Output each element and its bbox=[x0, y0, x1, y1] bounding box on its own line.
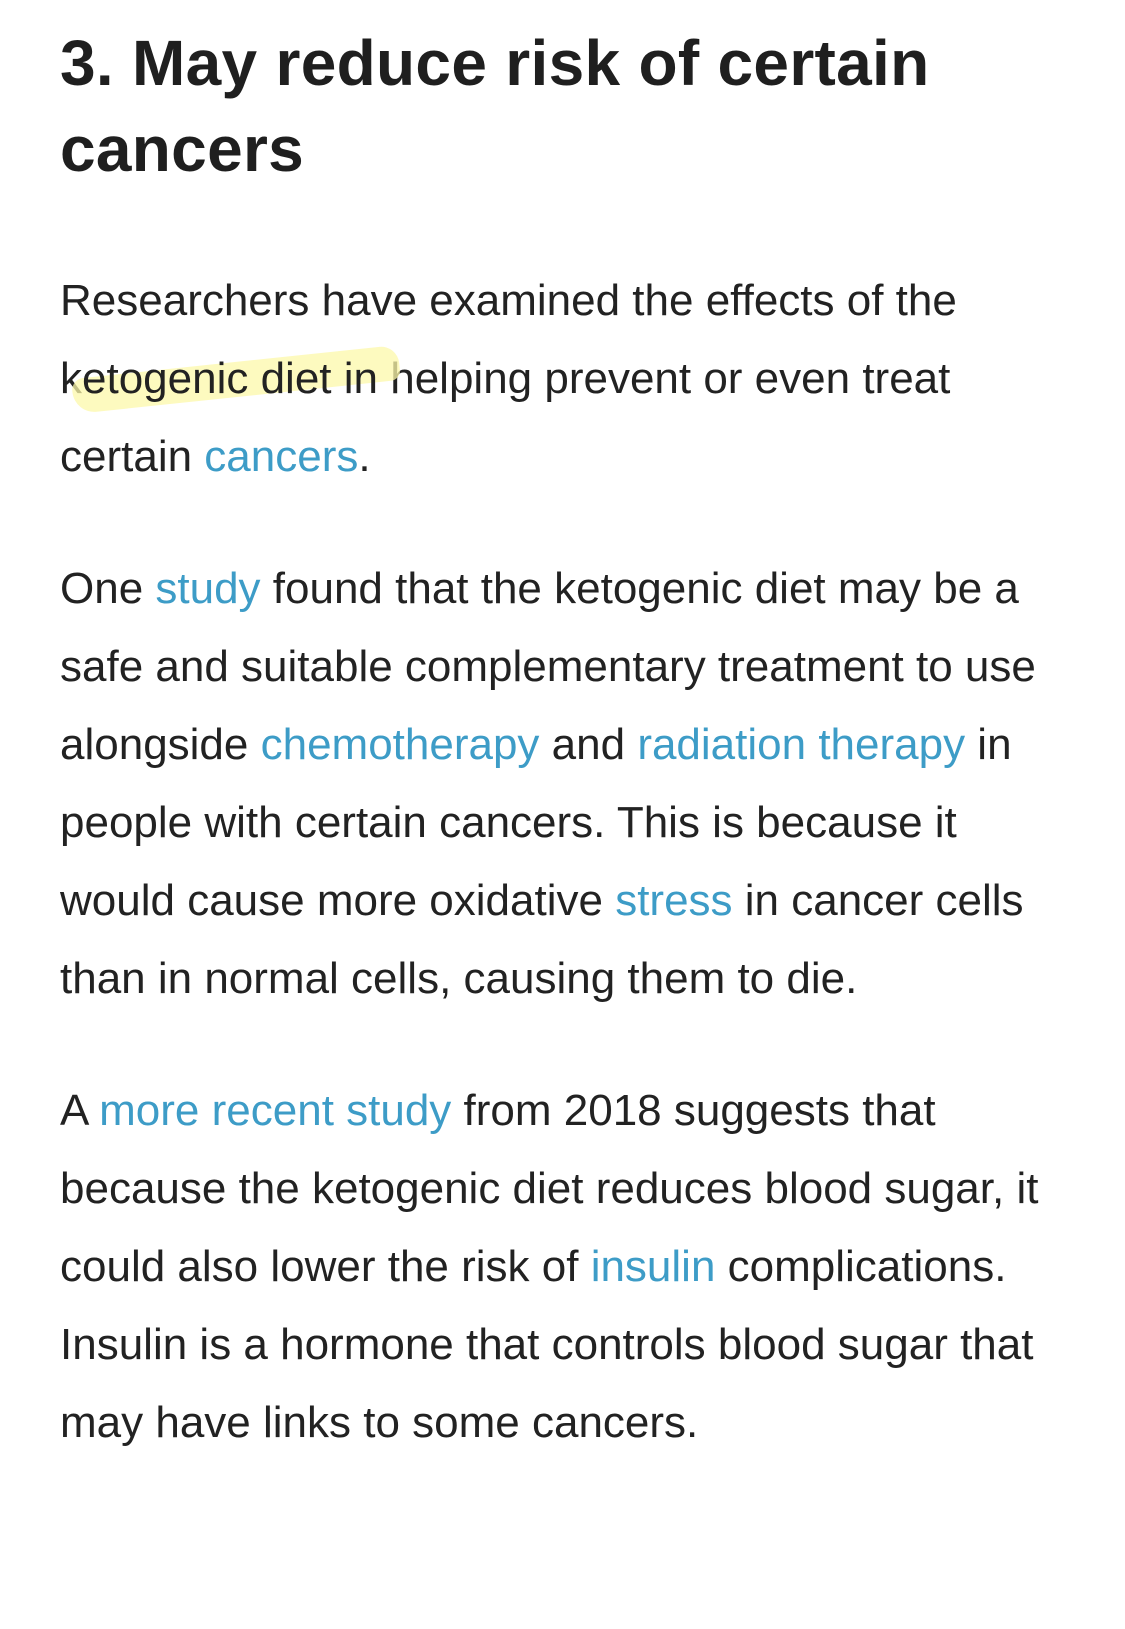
article-body: 3. May reduce risk of certain cancers Re… bbox=[60, 0, 1070, 1462]
insulin-link[interactable]: insulin bbox=[590, 1242, 716, 1291]
chemotherapy-link[interactable]: chemotherapy bbox=[260, 720, 540, 769]
stress-link[interactable]: stress bbox=[615, 876, 733, 925]
section-heading: 3. May reduce risk of certain cancers bbox=[60, 27, 930, 185]
paragraph-text: complications. Insulin is a hormone that… bbox=[60, 1242, 1034, 1447]
paragraph-text: A bbox=[60, 1086, 100, 1135]
paragraph-2: One study found that the ketogenic diet … bbox=[60, 550, 1070, 1018]
highlighted-text: etogenic diet in bbox=[82, 354, 378, 403]
radiation-therapy-link[interactable]: radiation therapy bbox=[637, 720, 966, 769]
text-highlight: etogenic diet in bbox=[82, 354, 378, 403]
paragraph-text: in cancer cells than in normal cells, ca… bbox=[60, 876, 1024, 1003]
paragraph-text: One bbox=[60, 564, 156, 613]
paragraph-3: A more recent study from 2018 suggests t… bbox=[60, 1072, 1070, 1462]
cancers-link[interactable]: cancers bbox=[204, 432, 359, 481]
paragraph-text: found that the ketogenic diet may be a s… bbox=[60, 564, 1036, 769]
paragraph-text: . bbox=[358, 432, 371, 481]
study-link[interactable]: study bbox=[155, 564, 261, 613]
paragraph-text: helping prevent or even treat certain bbox=[60, 354, 951, 481]
paragraph-text: in people with certain cancers. This is … bbox=[60, 720, 1012, 925]
paragraph-text: from 2018 suggests that because the keto… bbox=[60, 1086, 1039, 1291]
paragraph-1: Researchers have examined the effects of… bbox=[60, 262, 1070, 496]
more-recent-study-link[interactable]: more recent study bbox=[99, 1086, 452, 1135]
paragraph-text: and bbox=[539, 720, 638, 769]
